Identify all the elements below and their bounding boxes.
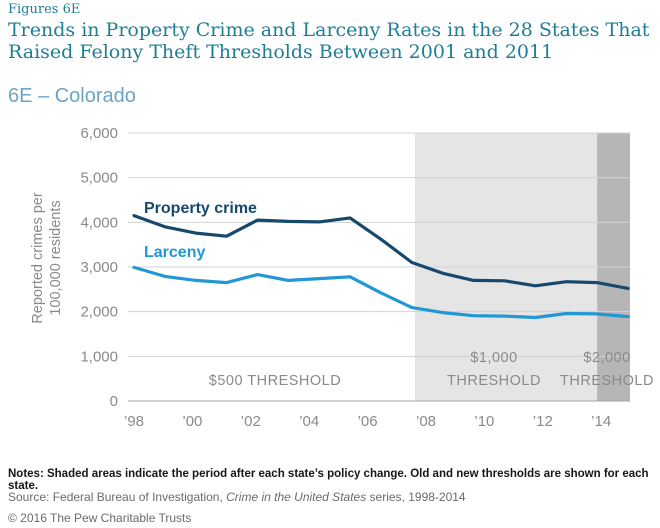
page-title: Trends in Property Crime and Larceny Rat… <box>8 19 650 63</box>
series-label-property-crime: Property crime <box>144 200 257 217</box>
threshold-label-value: $2,000 <box>583 350 630 366</box>
x-axis-tick-label: ’12 <box>533 413 553 430</box>
x-axis-tick-label: ’04 <box>299 413 319 430</box>
x-axis-tick-label: ’08 <box>416 413 436 430</box>
y-axis-tick-label: 1,000 <box>80 348 118 365</box>
x-axis-tick-label: ’10 <box>474 413 494 430</box>
x-axis-tick-label: ’98 <box>124 413 144 430</box>
y-axis-title-line2: 100,000 residents <box>48 200 64 315</box>
threshold-label-word: THRESHOLD <box>447 373 541 389</box>
threshold-label-value: $1,000 <box>470 350 517 366</box>
source-publication: Crime in the United States <box>226 490 367 504</box>
property-crime-line <box>132 214 630 290</box>
figure-label: Figures 6E <box>8 2 81 17</box>
y-axis-title-line1: Reported crimes per <box>30 192 46 324</box>
threshold-label-word: THRESHOLD <box>560 373 654 389</box>
y-axis-tick-label: 0 <box>110 393 118 410</box>
x-axis-tick-label: ’06 <box>358 413 378 430</box>
y-axis-tick-label: 5,000 <box>80 170 118 187</box>
larceny-line <box>132 265 630 320</box>
source-suffix: series, 1998-2014 <box>366 490 466 504</box>
y-axis-tick-label: 3,000 <box>80 259 118 276</box>
chart-subtitle: 6E – Colorado <box>8 85 136 107</box>
threshold-label: $500 THRESHOLD <box>209 373 341 389</box>
x-axis-tick-label: ’00 <box>182 413 202 430</box>
notes-text: Notes: Shaded areas indicate the period … <box>8 468 649 492</box>
crime-trends-line-chart: $500 THRESHOLD $1,000 THRESHOLD $2,000 THRES… <box>30 125 654 430</box>
x-axis-tick-label: ’02 <box>241 413 261 430</box>
y-axis-tick-label: 6,000 <box>80 125 118 142</box>
source-prefix: Source: Federal Bureau of Investigation, <box>8 490 227 504</box>
x-axis-tick-label: ’14 <box>591 413 611 430</box>
series-label-larceny: Larceny <box>144 244 205 261</box>
y-axis-tick-label: 2,000 <box>80 304 118 321</box>
source-text: Source: Federal Bureau of Investigation,… <box>8 490 466 504</box>
copyright-text: © 2016 The Pew Charitable Trusts <box>8 511 192 525</box>
y-axis-tick-label: 4,000 <box>80 214 118 231</box>
